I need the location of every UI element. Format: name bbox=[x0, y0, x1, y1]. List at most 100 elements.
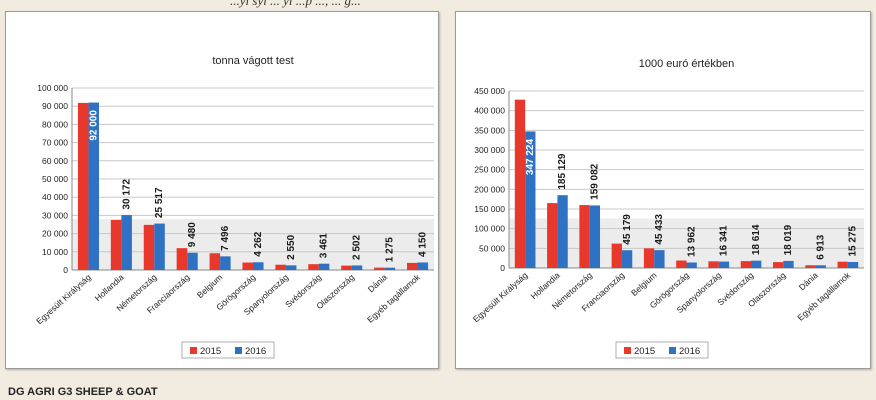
bar-2016 bbox=[154, 223, 165, 270]
y-tick-label: 100 000 bbox=[474, 224, 505, 234]
bar-2016 bbox=[417, 262, 429, 270]
bar-2015 bbox=[242, 262, 253, 270]
bar-2016 bbox=[815, 265, 826, 268]
y-tick-label: 0 bbox=[63, 265, 68, 275]
bar-2015 bbox=[611, 243, 622, 268]
bar-2015 bbox=[110, 219, 122, 270]
y-tick-label: 400 000 bbox=[474, 106, 505, 116]
bar-2015 bbox=[176, 248, 188, 270]
y-tick-label: 70 000 bbox=[42, 138, 68, 148]
x-tick-label: Dánia bbox=[366, 272, 389, 294]
chart-value: 1000 euró értékben 0 50 000 100 000 150 000 2… bbox=[471, 58, 864, 359]
bar-2015 bbox=[708, 261, 719, 268]
data-label: 18 614 bbox=[751, 224, 762, 255]
chart-panel-tonnes: tonna vágott test 0 10 000 20 000 30 000 40 0… bbox=[5, 11, 439, 369]
data-label: 92 000 bbox=[88, 110, 99, 141]
data-label: 4 262 bbox=[253, 231, 264, 256]
legend: 2015 2016 bbox=[615, 341, 709, 359]
legend-label-2015: 2015 bbox=[634, 346, 655, 357]
x-tick-label: Egyesült Királyság bbox=[471, 270, 530, 324]
data-label: 159 082 bbox=[589, 163, 600, 200]
data-label: 45 179 bbox=[622, 214, 633, 245]
plot-floor-shade bbox=[509, 218, 864, 268]
bar-2016 bbox=[121, 215, 132, 270]
y-tick-label: 150 000 bbox=[474, 204, 505, 214]
y-tick-label: 40 000 bbox=[42, 192, 68, 202]
data-label: 6 913 bbox=[815, 234, 826, 259]
chart-tonnes: tonna vágott test 0 10 000 20 000 30 000 40 0… bbox=[34, 55, 434, 359]
bar-2016 bbox=[654, 250, 665, 268]
legend-box bbox=[181, 341, 275, 359]
bar-2016 bbox=[384, 267, 396, 270]
legend-box bbox=[615, 341, 709, 359]
data-label: 16 341 bbox=[719, 225, 730, 256]
y-tick-label: 90 000 bbox=[42, 101, 68, 111]
bar-2016 bbox=[847, 261, 859, 268]
y-tick-label: 80 000 bbox=[42, 119, 68, 129]
data-label: 13 962 bbox=[686, 226, 697, 257]
bar-2016 bbox=[557, 195, 568, 268]
bar-2015 bbox=[514, 99, 526, 268]
data-label: 4 150 bbox=[417, 231, 428, 256]
x-tick-label: Dánia bbox=[797, 270, 820, 292]
plot-floor-shade bbox=[72, 219, 434, 270]
bar-2015 bbox=[579, 205, 590, 268]
data-label: 347 224 bbox=[525, 139, 536, 176]
bar-2016 bbox=[220, 256, 231, 270]
top-caption-strip: ...yl syl ... yl ...p ..., ... g... bbox=[0, 0, 876, 10]
bar-2015 bbox=[341, 265, 352, 270]
data-label: 3 461 bbox=[319, 233, 330, 258]
bar-2016 bbox=[525, 131, 536, 268]
bar-2015 bbox=[740, 261, 752, 268]
bar-2015 bbox=[275, 264, 286, 270]
chart-title: tonna vágott test bbox=[212, 55, 293, 67]
legend-swatch-2016 bbox=[669, 347, 676, 354]
data-label: 25 517 bbox=[154, 187, 165, 218]
data-label: 30 172 bbox=[121, 179, 132, 210]
bar-2015 bbox=[772, 262, 784, 268]
bar-2016 bbox=[285, 265, 297, 270]
data-label: 2 502 bbox=[352, 234, 363, 259]
bar-2016 bbox=[253, 262, 264, 270]
y-tick-label: 30 000 bbox=[42, 210, 68, 220]
y-tick-label: 20 000 bbox=[42, 229, 68, 239]
y-tick-label: 50 000 bbox=[479, 243, 505, 253]
bar-2016 bbox=[751, 260, 762, 268]
bar-2015 bbox=[837, 261, 848, 268]
legend-swatch-2016 bbox=[235, 347, 242, 354]
bar-2015 bbox=[676, 260, 687, 268]
legend-swatch-2015 bbox=[624, 347, 631, 354]
bar-2016 bbox=[783, 260, 794, 268]
bar-2016 bbox=[318, 263, 330, 270]
legend-label-2015: 2015 bbox=[200, 346, 221, 357]
data-label: 7 496 bbox=[220, 225, 231, 250]
bar-2016 bbox=[621, 250, 633, 268]
bar-2015 bbox=[805, 265, 816, 268]
footer-source: DG AGRI G3 SHEEP & GOAT bbox=[8, 386, 158, 398]
y-tick-label: 350 000 bbox=[474, 125, 505, 135]
data-label: 45 433 bbox=[654, 214, 665, 245]
x-tick-label: Belgium bbox=[195, 272, 225, 300]
y-tick-label: 200 000 bbox=[474, 184, 505, 194]
bar-2016 bbox=[718, 261, 730, 268]
bar-2015 bbox=[547, 203, 558, 268]
y-tick-label: 50 000 bbox=[42, 174, 68, 184]
y-tick-label: 100 000 bbox=[37, 83, 68, 93]
legend: 2015 2016 bbox=[181, 341, 275, 359]
bar-2016 bbox=[589, 205, 601, 268]
data-label: 15 275 bbox=[848, 225, 859, 256]
bar-2016 bbox=[88, 102, 99, 270]
bar-2015 bbox=[308, 264, 319, 270]
bar-2015 bbox=[374, 267, 385, 270]
y-tick-label: 0 bbox=[500, 263, 505, 273]
bar-2015 bbox=[143, 224, 155, 270]
chart-panel-value: 1000 euró értékben 0 50 000 100 000 150 000 2… bbox=[455, 11, 871, 369]
data-label: 2 550 bbox=[286, 234, 297, 259]
y-tick-label: 60 000 bbox=[42, 156, 68, 166]
data-label: 18 019 bbox=[783, 224, 794, 255]
x-tick-label: Belgium bbox=[629, 270, 659, 298]
bar-2015 bbox=[77, 102, 89, 270]
bar-2016 bbox=[686, 262, 697, 268]
bar-2016 bbox=[187, 252, 198, 270]
bar-2015 bbox=[209, 253, 221, 270]
